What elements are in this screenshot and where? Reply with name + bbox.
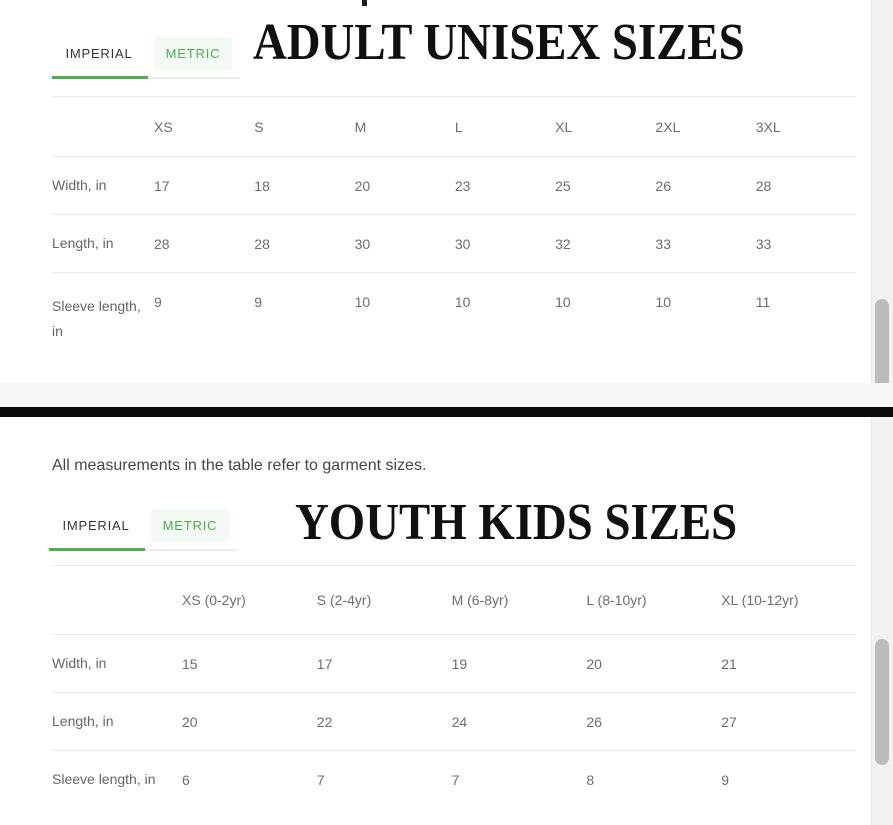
col-header: M [354, 118, 367, 135]
row-label: Length, in [52, 235, 114, 252]
tab-underline-track [52, 76, 240, 79]
tab-imperial-label: IMPERIAL [62, 517, 130, 533]
cell-value: 28 [254, 235, 270, 252]
cell-value: 20 [354, 177, 371, 194]
cell-value: 15 [182, 655, 198, 672]
cell-value: 33 [755, 235, 772, 252]
cell-value: 9 [154, 294, 162, 310]
adult-size-table: XS S M L XL 2XL 3XL Width, in 17 18 20 2… [52, 96, 856, 387]
scrollbar-thumb[interactable] [875, 639, 889, 765]
cell-value: 23 [454, 177, 471, 194]
scrollbar-thumb[interactable] [875, 299, 889, 403]
row-label: Sleeve length, in [52, 298, 141, 339]
cell-value: 26 [586, 713, 602, 730]
cell-value: 22 [316, 713, 333, 730]
cell-value: 17 [316, 655, 333, 672]
cell-value: 6 [182, 771, 190, 788]
cell-value: 26 [655, 177, 671, 194]
active-tab-underline [52, 76, 148, 79]
youth-section-title: YOUTH KIDS SIZES [295, 494, 738, 551]
col-header: L (8-10yr) [586, 592, 647, 608]
col-header: L [454, 118, 463, 135]
cell-value: 9 [721, 771, 729, 788]
cell-value: 24 [451, 713, 468, 730]
col-header: XL (10-12yr) [721, 592, 799, 608]
cell-value: 20 [182, 713, 198, 730]
col-header: S [254, 118, 264, 135]
col-header: S (2-4yr) [316, 592, 372, 608]
measurement-note: All measurements in the table refer to g… [52, 457, 427, 474]
tab-metric-label: METRIC [153, 36, 233, 70]
cell-value: 17 [154, 177, 170, 194]
cell-value: 28 [154, 235, 170, 252]
adult-unit-tabs: IMPERIAL METRIC [52, 29, 240, 79]
row-label: Sleeve length, in [52, 771, 156, 788]
scrollbar-track[interactable] [871, 0, 893, 407]
table-row: Sleeve length, in 6 7 7 8 9 [52, 751, 856, 808]
table-header-row: XS (0-2yr) S (2-4yr) M (6-8yr) L (8-10yr… [52, 565, 856, 635]
col-header: XS [154, 118, 173, 135]
col-header: XL [555, 118, 573, 135]
table-header-row: XS S M L XL 2XL 3XL [52, 96, 856, 157]
cell-value: 19 [451, 655, 468, 672]
table-row: Width, in 17 18 20 23 25 26 28 [52, 157, 856, 215]
col-header: 3XL [755, 118, 781, 135]
cell-value: 10 [454, 294, 471, 310]
youth-unit-tabs: IMPERIAL METRIC [49, 501, 237, 551]
table-row: Sleeve length, in 9 9 10 10 10 10 11 [52, 273, 856, 387]
scrollbar-track[interactable] [871, 417, 893, 825]
cell-value: 20 [586, 655, 602, 672]
cell-value: 33 [655, 235, 671, 252]
tab-imperial[interactable]: IMPERIAL [52, 29, 146, 77]
table-row: Length, in 20 22 24 26 27 [52, 693, 856, 751]
cell-value: 11 [755, 294, 771, 310]
col-header: M (6-8yr) [451, 592, 509, 608]
tab-imperial-label: IMPERIAL [65, 45, 133, 61]
cell-value: 27 [721, 713, 737, 730]
cell-value: 9 [254, 294, 263, 310]
cell-value: 10 [655, 294, 671, 310]
cell-value: 21 [721, 655, 737, 672]
row-label: Width, in [52, 177, 107, 194]
active-tab-underline [49, 548, 145, 551]
table-row: Width, in 15 17 19 20 21 [52, 635, 856, 693]
cell-value: 7 [451, 771, 460, 788]
table-row: Length, in 28 28 30 30 32 33 33 [52, 215, 856, 273]
section-bottom-band [0, 383, 893, 407]
cell-value: 10 [555, 294, 571, 310]
cell-value: 10 [354, 294, 371, 310]
tab-metric[interactable]: METRIC [143, 501, 237, 549]
tab-metric[interactable]: METRIC [146, 29, 240, 77]
section-divider-bar [0, 407, 893, 417]
cell-value: 7 [316, 771, 325, 788]
cropped-text-fragment [362, 0, 367, 6]
youth-size-table: XS (0-2yr) S (2-4yr) M (6-8yr) L (8-10yr… [52, 565, 856, 808]
col-header: 2XL [655, 118, 681, 135]
tab-metric-label: METRIC [150, 508, 230, 542]
cell-value: 25 [555, 177, 571, 194]
cell-value: 30 [454, 235, 471, 252]
cell-value: 32 [555, 235, 571, 252]
adult-section-title: ADULT UNISEX SIZES [253, 14, 745, 71]
cell-value: 18 [254, 177, 270, 194]
tab-imperial[interactable]: IMPERIAL [49, 501, 143, 549]
col-header: XS (0-2yr) [182, 592, 246, 608]
cell-value: 8 [586, 771, 595, 788]
tab-underline-track [49, 548, 237, 551]
cell-value: 30 [354, 235, 371, 252]
row-label: Length, in [52, 713, 114, 730]
cell-value: 28 [755, 177, 772, 194]
row-label: Width, in [52, 655, 107, 672]
